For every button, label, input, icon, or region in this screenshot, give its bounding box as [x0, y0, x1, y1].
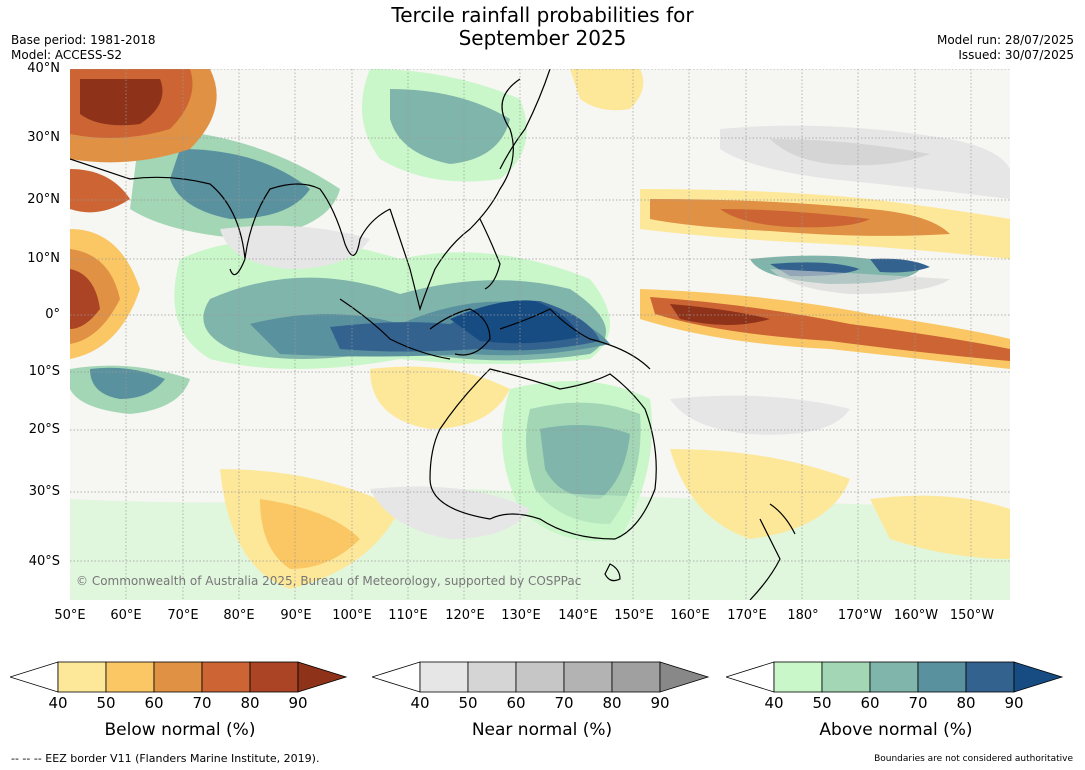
run-info: Model run: 28/07/2025 Issued: 30/07/2025 [937, 33, 1074, 63]
model-run-text: Model run: 28/07/2025 [936, 33, 1074, 47]
longitude-label: 110°E [388, 608, 428, 623]
colorbar-tick-label: 40 [764, 694, 784, 712]
colorbar-tick-label: 80 [956, 694, 976, 712]
colorbar-segment [611, 661, 661, 693]
below-normal-regions [70, 69, 1010, 589]
colorbar-lower-extension [10, 661, 59, 693]
graticule [70, 69, 1010, 600]
colorbar-tick-label: 90 [288, 694, 308, 712]
colorbar-tick-label: 70 [908, 694, 928, 712]
longitude-label: 70°E [167, 608, 199, 623]
latitude-label: 30°S [28, 484, 60, 499]
colorbar-segment [419, 661, 469, 693]
latitude-label: 10°N [27, 251, 60, 266]
colorbar-segment [917, 661, 967, 693]
longitude-label: 150°E [614, 608, 654, 623]
longitude-label: 180° [787, 608, 819, 623]
eez-border-note: -- -- -- EEZ border V11 (Flanders Marine… [11, 752, 320, 765]
latitude-label: 20°S [28, 422, 60, 437]
longitude-label: 100°E [332, 608, 372, 623]
colorbar-segment [57, 661, 107, 693]
colorbar-tick-label: 60 [506, 694, 526, 712]
longitude-label: 160°W [893, 608, 939, 623]
rainfall-probability-map[interactable] [70, 69, 1010, 600]
colorbar-segment [515, 661, 565, 693]
colorbar-tick-label: 90 [650, 694, 670, 712]
longitude-label: 60°E [110, 608, 142, 623]
longitude-label: 120°E [445, 608, 485, 623]
coastlines [70, 69, 796, 600]
latitude-label: 30°N [27, 130, 60, 145]
longitude-label: 170°E [727, 608, 767, 623]
colorbar-upper-extension [297, 661, 348, 693]
near-normal-regions [220, 125, 1010, 539]
longitude-label: 90°E [280, 608, 312, 623]
colorbar-segment [563, 661, 613, 693]
colorbar-upper-extension [659, 661, 710, 693]
colorbar-tick-label: 60 [144, 694, 164, 712]
colorbar-tick-label: 70 [554, 694, 574, 712]
longitude-label: 150°W [949, 608, 995, 623]
latitude-label: 40°S [28, 554, 60, 569]
below-normal-colorbar [10, 661, 348, 693]
longitude-label: 160°E [670, 608, 710, 623]
colorbar-tick-label: 90 [1004, 694, 1024, 712]
title-line-1: Tercile rainfall probabilities for [391, 3, 694, 27]
colorbar-lower-extension [726, 661, 775, 693]
colorbar-segment [249, 661, 299, 693]
base-period-text: Base period: 1981-2018 [11, 33, 156, 47]
latitude-label: 0° [45, 307, 60, 322]
colorbar-segment [965, 661, 1015, 693]
colorbar-segment [201, 661, 251, 693]
colorbar-tick-label: 50 [96, 694, 116, 712]
longitude-label: 50°E [54, 608, 86, 623]
colorbar-segment [773, 661, 823, 693]
colorbar-tick-label: 40 [410, 694, 430, 712]
colorbar-segment [467, 661, 517, 693]
longitude-label: 170°W [837, 608, 883, 623]
colorbar-segment [869, 661, 919, 693]
below-normal-label: Below normal (%) [104, 720, 256, 740]
map-canvas [70, 69, 1010, 600]
boundary-disclaimer: Boundaries are not considered authoritat… [874, 754, 1073, 764]
model-name-text: Model: ACCESS-S2 [11, 48, 123, 62]
longitude-label: 130°E [501, 608, 541, 623]
title-line-2: September 2025 [458, 26, 627, 50]
colorbar-segment [105, 661, 155, 693]
longitude-label: 80°E [223, 608, 255, 623]
colorbar-tick-label: 80 [240, 694, 260, 712]
colorbar-tick-label: 50 [812, 694, 832, 712]
copyright-notice: © Commonwealth of Australia 2025, Bureau… [76, 574, 582, 588]
above-normal-label: Above normal (%) [819, 720, 973, 740]
latitude-label: 10°S [28, 364, 60, 379]
colorbar-tick-label: 60 [860, 694, 880, 712]
map-title: Tercile rainfall probabilities for Septe… [0, 4, 1085, 50]
colorbar-lower-extension [372, 661, 421, 693]
colorbar-segment [821, 661, 871, 693]
colorbar-tick-label: 70 [192, 694, 212, 712]
issued-text: Issued: 30/07/2025 [958, 48, 1074, 62]
colorbar-upper-extension [1013, 661, 1064, 693]
colorbar-segment [153, 661, 203, 693]
above-normal-colorbar [726, 661, 1064, 693]
near-normal-label: Near normal (%) [471, 720, 613, 740]
colorbar-tick-label: 40 [48, 694, 68, 712]
near-normal-colorbar [372, 661, 710, 693]
latitude-label: 40°N [27, 61, 60, 76]
colorbar-tick-label: 80 [602, 694, 622, 712]
latitude-label: 20°N [27, 192, 60, 207]
colorbar-tick-label: 50 [458, 694, 478, 712]
model-info: Base period: 1981-2018 Model: ACCESS-S2 [11, 33, 156, 63]
longitude-label: 140°E [558, 608, 598, 623]
